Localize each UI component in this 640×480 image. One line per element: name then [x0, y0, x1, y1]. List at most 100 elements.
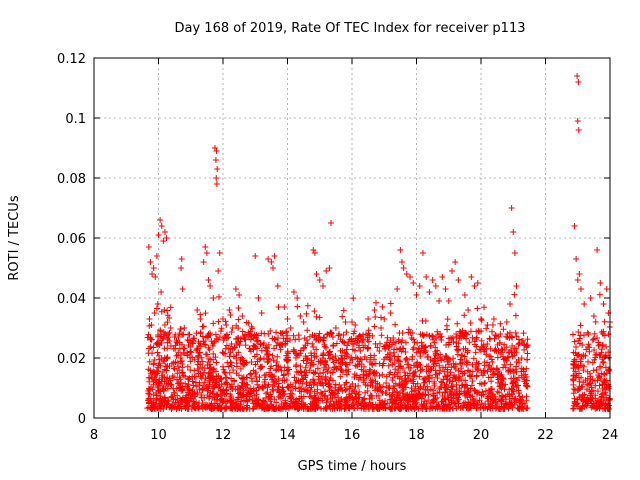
scatter-point [498, 398, 505, 405]
scatter-point [489, 322, 496, 329]
scatter-point [178, 357, 185, 364]
data-point [455, 277, 462, 283]
scatter-point [220, 337, 227, 344]
scatter-point [477, 347, 484, 354]
scatter-point [523, 393, 530, 400]
scatter-point [193, 330, 200, 337]
scatter-point [596, 374, 603, 381]
data-point [413, 292, 420, 298]
scatter-point [275, 303, 282, 310]
scatter-point [433, 360, 440, 367]
scatter-point [378, 388, 385, 395]
scatter-point [335, 332, 342, 339]
scatter-point [490, 398, 497, 405]
scatter-point [147, 367, 154, 374]
scatter-point [488, 378, 495, 385]
scatter-point [434, 389, 441, 396]
scatter-point [268, 371, 275, 378]
scatter-point [189, 354, 196, 361]
scatter-point [379, 362, 386, 369]
scatter-point [246, 396, 253, 403]
scatter-point [346, 359, 353, 366]
scatter-point [382, 354, 389, 361]
scatter-point [154, 349, 161, 356]
data-point [229, 325, 236, 331]
scatter-point [303, 355, 310, 362]
scatter-point [395, 401, 402, 408]
scatter-point [603, 377, 610, 384]
scatter-point [482, 387, 489, 394]
scatter-point [593, 351, 600, 358]
scatter-point [310, 378, 317, 385]
scatter-point [341, 381, 348, 388]
scatter-point [499, 375, 506, 382]
scatter-point [469, 334, 476, 341]
scatter-point [233, 363, 240, 370]
scatter-point [180, 349, 187, 356]
scatter-point [163, 363, 170, 370]
scatter-point [253, 387, 260, 394]
scatter-point [571, 400, 578, 407]
data-point [574, 118, 581, 124]
scatter-point [312, 337, 319, 344]
scatter-point [460, 345, 467, 352]
scatter-point [474, 305, 481, 312]
scatter-point [589, 336, 596, 343]
data-point [167, 325, 174, 331]
scatter-point [280, 335, 287, 342]
scatter-point [524, 383, 531, 390]
scatter-point [438, 336, 445, 343]
scatter-point [195, 370, 202, 377]
scatter-point [188, 405, 195, 412]
scatter-point [171, 365, 178, 372]
scatter-point [296, 395, 303, 402]
scatter-point [509, 342, 516, 349]
scatter-point [169, 372, 176, 379]
scatter-point [511, 395, 518, 402]
scatter-point [225, 334, 232, 341]
scatter-point [213, 359, 220, 366]
scatter-point [178, 405, 185, 412]
scatter-point [510, 370, 517, 377]
scatter-point [274, 353, 281, 360]
scatter-point [485, 374, 492, 381]
scatter-point [454, 347, 461, 354]
scatter-point [464, 359, 471, 366]
scatter-point [387, 337, 394, 344]
data-point [271, 253, 278, 259]
scatter-point [252, 334, 259, 341]
scatter-point [326, 387, 333, 394]
scatter-point [318, 391, 325, 398]
scatter-point [411, 372, 418, 379]
scatter-point [465, 402, 472, 409]
scatter-point [502, 400, 509, 407]
scatter-point [426, 378, 433, 385]
scatter-point [499, 380, 506, 387]
scatter-point [602, 401, 609, 408]
scatter-point [521, 378, 528, 385]
scatter-point [382, 404, 389, 411]
scatter-point [239, 328, 246, 335]
scatter-point [383, 390, 390, 397]
scatter-point [581, 391, 588, 398]
scatter-point [196, 400, 203, 407]
scatter-point [219, 349, 226, 356]
scatter-point [469, 378, 476, 385]
scatter-point [294, 303, 301, 310]
scatter-point [399, 365, 406, 372]
data-point [590, 313, 597, 319]
scatter-point [206, 375, 213, 382]
scatter-point [408, 377, 415, 384]
data-point [205, 277, 212, 283]
scatter-point [179, 396, 186, 403]
scatter-point [473, 373, 480, 380]
scatter-point [480, 405, 487, 412]
data-point [150, 265, 157, 271]
scatter-point [342, 401, 349, 408]
scatter-point [227, 398, 234, 405]
scatter-point [146, 358, 153, 365]
scatter-point [321, 364, 328, 371]
scatter-point [356, 394, 363, 401]
scatter-point [226, 353, 233, 360]
scatter-point [325, 352, 332, 359]
